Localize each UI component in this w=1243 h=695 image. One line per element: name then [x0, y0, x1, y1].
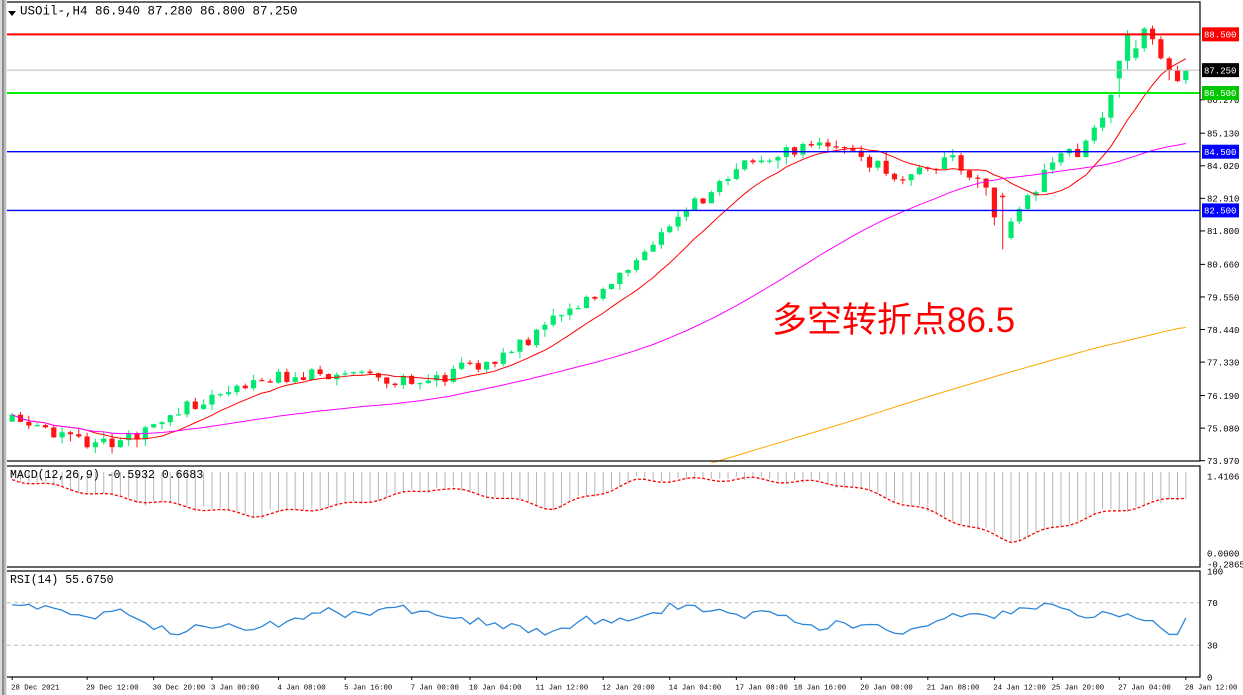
svg-text:17 Jan 08:00: 17 Jan 08:00: [735, 685, 788, 693]
svg-text:11 Jan 12:00: 11 Jan 12:00: [536, 685, 589, 693]
svg-text:70: 70: [1207, 599, 1218, 609]
svg-text:MACD(12,26,9) -0.5932 0.6683: MACD(12,26,9) -0.5932 0.6683: [10, 469, 203, 482]
svg-text:28 Jan 12:00: 28 Jan 12:00: [1185, 685, 1238, 693]
svg-text:20 Jan 00:00: 20 Jan 00:00: [860, 685, 913, 693]
svg-text:30: 30: [1207, 642, 1218, 652]
svg-text:77.330: 77.330: [1207, 358, 1239, 368]
svg-text:81.800: 81.800: [1207, 227, 1239, 237]
svg-text:3 Jan 00:00: 3 Jan 00:00: [211, 685, 259, 693]
svg-text:多空转折点86.5: 多空转折点86.5: [772, 301, 1015, 340]
svg-text:21 Jan 08:00: 21 Jan 08:00: [927, 685, 980, 693]
svg-text:1.4106: 1.4106: [1207, 472, 1239, 482]
svg-text:82.500: 82.500: [1204, 207, 1236, 217]
svg-text:78.440: 78.440: [1207, 326, 1239, 336]
svg-text:100: 100: [1207, 567, 1223, 577]
svg-text:14 Jan 04:00: 14 Jan 04:00: [669, 685, 722, 693]
svg-text:87.250: 87.250: [1204, 66, 1236, 76]
svg-text:USOil-,H4 86.940 87.280 86.80: USOil-,H4 86.940 87.280 86.800 87.250: [20, 5, 298, 19]
svg-text:18 Jan 16:00: 18 Jan 16:00: [794, 685, 847, 693]
svg-text:5 Jan 16:00: 5 Jan 16:00: [344, 685, 392, 693]
svg-text:73.970: 73.970: [1207, 457, 1239, 467]
svg-text:25 Jan 20:00: 25 Jan 20:00: [1052, 685, 1105, 693]
svg-text:10 Jan 04:00: 10 Jan 04:00: [469, 685, 522, 693]
svg-text:85.130: 85.130: [1207, 130, 1239, 140]
svg-text:30 Dec 20:00: 30 Dec 20:00: [153, 685, 206, 693]
svg-text:RSI(14) 55.6750: RSI(14) 55.6750: [10, 574, 114, 587]
svg-text:0.0000: 0.0000: [1207, 549, 1239, 559]
svg-text:12 Jan 20:00: 12 Jan 20:00: [602, 685, 655, 693]
svg-text:7 Jan 00:00: 7 Jan 00:00: [411, 685, 459, 693]
svg-text:27 Jan 04:00: 27 Jan 04:00: [1118, 685, 1171, 693]
svg-text:84.500: 84.500: [1204, 148, 1236, 158]
svg-text:29 Dec 12:00: 29 Dec 12:00: [86, 685, 139, 693]
svg-text:0: 0: [1207, 673, 1212, 683]
svg-text:79.550: 79.550: [1207, 293, 1239, 303]
svg-text:82.910: 82.910: [1207, 195, 1239, 205]
svg-text:76.190: 76.190: [1207, 392, 1239, 402]
svg-text:4 Jan 08:00: 4 Jan 08:00: [278, 685, 326, 693]
svg-text:28 Dec 2021: 28 Dec 2021: [11, 685, 60, 693]
svg-text:86.500: 86.500: [1204, 89, 1236, 99]
svg-text:24 Jan 12:00: 24 Jan 12:00: [993, 685, 1046, 693]
svg-text:88.500: 88.500: [1204, 31, 1236, 41]
svg-text:84.020: 84.020: [1207, 162, 1239, 172]
svg-text:75.080: 75.080: [1207, 424, 1239, 434]
svg-text:80.660: 80.660: [1207, 261, 1239, 271]
